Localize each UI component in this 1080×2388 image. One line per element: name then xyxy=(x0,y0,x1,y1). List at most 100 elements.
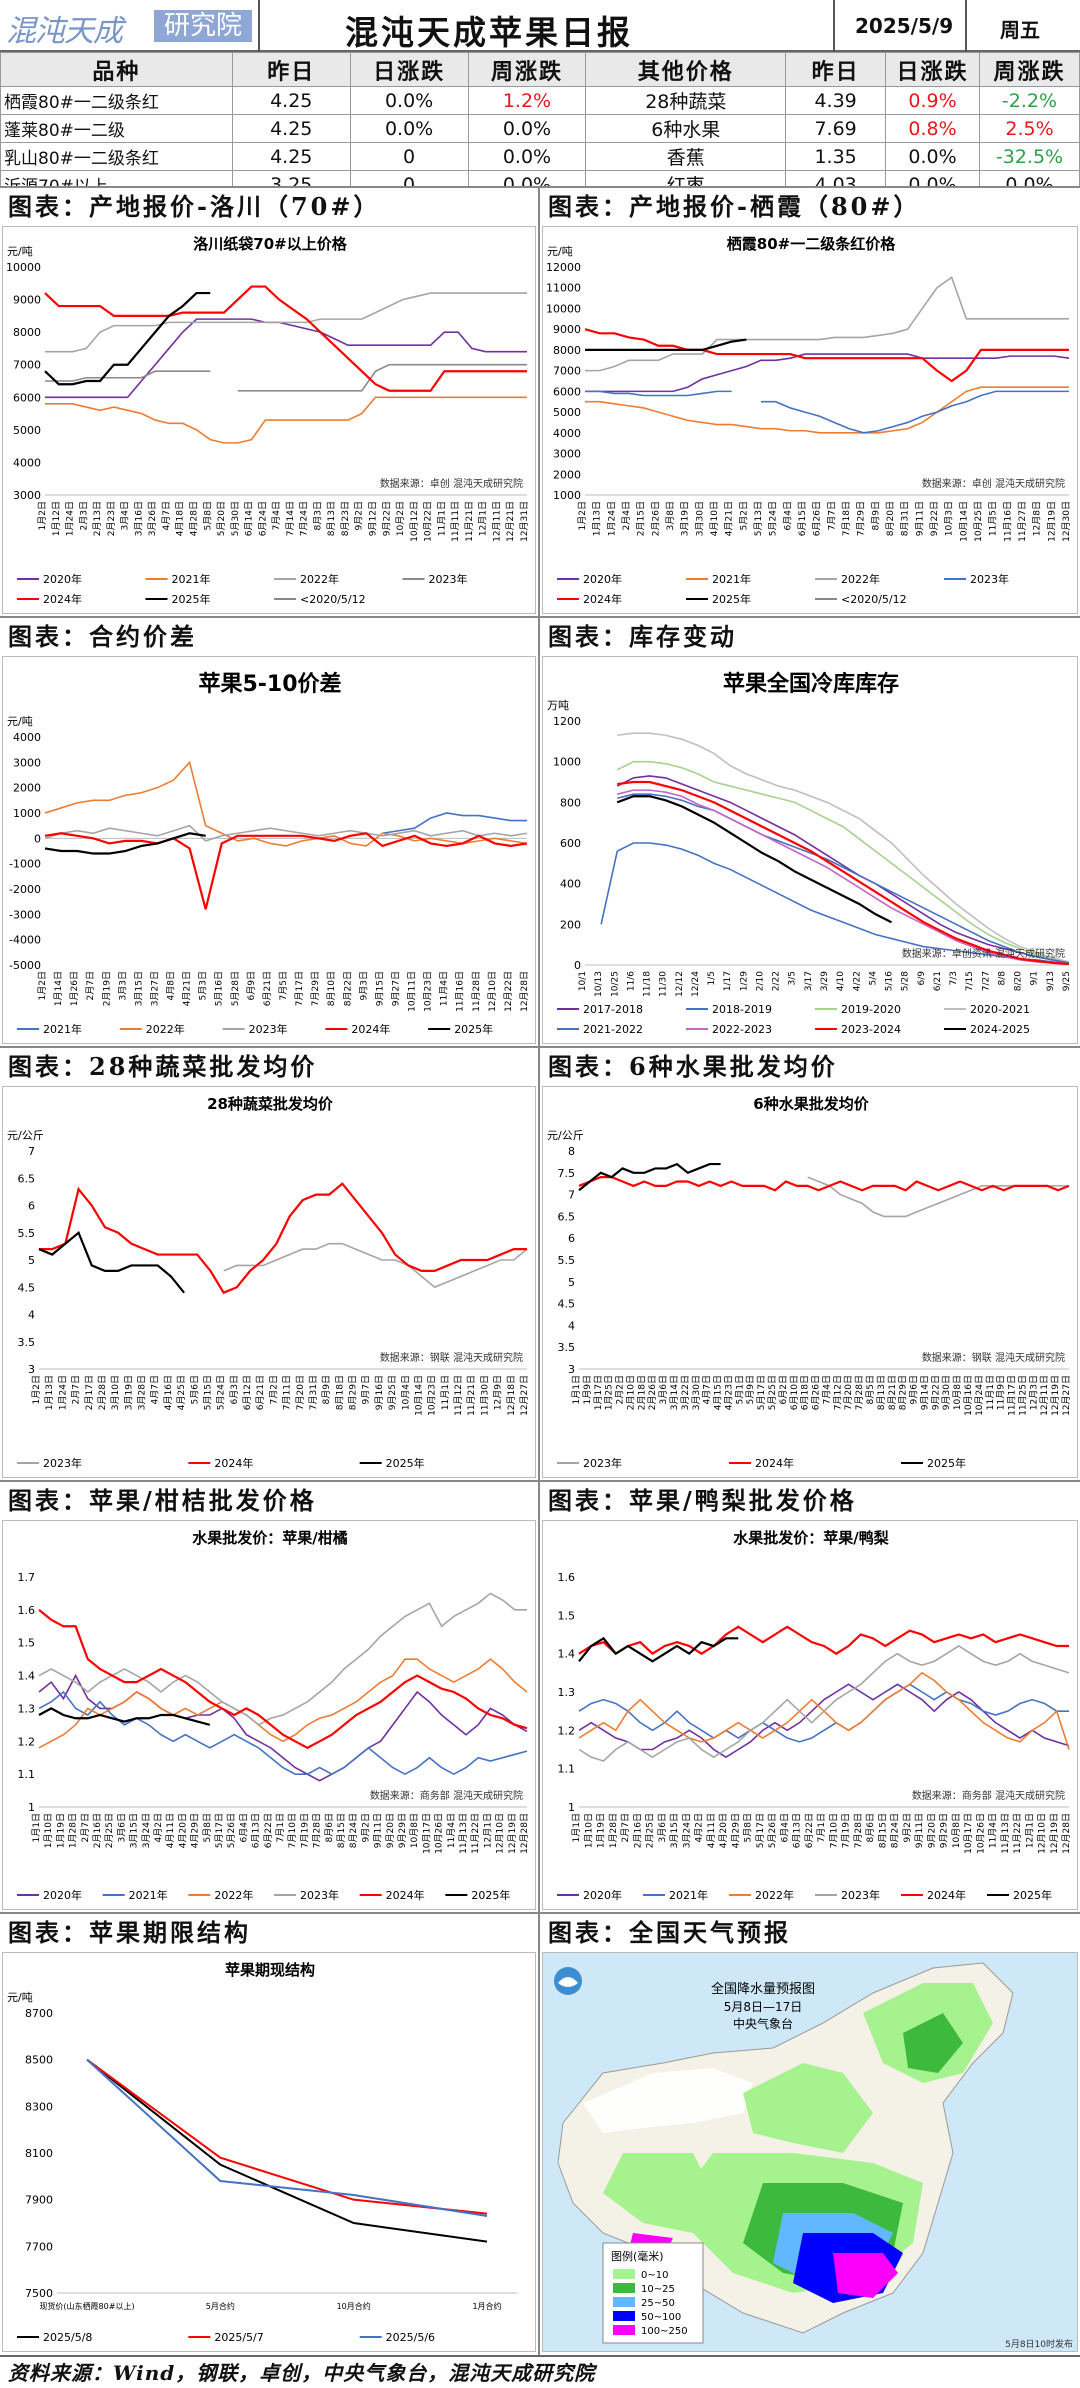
y-tick-label: 5.5 xyxy=(18,1227,36,1240)
x-tick-label: 2/22 xyxy=(772,971,782,991)
y-tick-label: 1.5 xyxy=(558,1609,576,1622)
x-tick-label: 10月23日 xyxy=(427,1375,438,1416)
x-tick-label: 8月10日 xyxy=(326,971,337,1006)
chart-source: 数据来源：卓创 混沌天成研究院 xyxy=(922,477,1065,490)
x-tick-label: 12月19日 xyxy=(1049,1813,1060,1854)
chart-storage: 苹果全国冷库库存 万吨 1200 1000 800 600 400 200 0 10/1 10/13… xyxy=(542,656,1078,1044)
y-tick-label: 4.5 xyxy=(18,1281,36,1294)
series-line xyxy=(578,1625,1069,1656)
y-tick-label: 1000 xyxy=(13,807,41,820)
series-line xyxy=(578,1683,1069,1743)
chart-source: 数据来源：卓创资讯 混沌天成研究院 xyxy=(902,947,1065,960)
x-tick-label: 5月17日 xyxy=(755,1813,766,1848)
x-tick-label: 8月3日 xyxy=(312,501,323,530)
x-tick-label: 10月14日 xyxy=(413,1375,424,1416)
weather-legend-title: 图例(毫米) xyxy=(611,2249,664,2263)
x-tick-label: 3月24日 xyxy=(681,1813,692,1848)
x-tick-label: 4月7日 xyxy=(702,1375,713,1404)
x-tick-label: 8月29日 xyxy=(898,1375,909,1410)
x-tick-label: 5月6日 xyxy=(189,1375,200,1404)
x-tick-label: 12月3日 xyxy=(1028,1375,1039,1410)
x-tick-label: 7月1日 xyxy=(275,1813,286,1842)
x-tick-label: 1月1日 xyxy=(571,1813,582,1842)
y-tick-label: 5000 xyxy=(13,424,41,437)
y-tick-label: 6000 xyxy=(13,391,41,404)
x-tick-label: 10月12日 xyxy=(409,501,420,542)
x-tick-label: 11月1日 xyxy=(436,501,447,536)
x-tick-label: 7/27 xyxy=(981,971,991,991)
x-tick-label: 10月8日 xyxy=(409,1813,420,1848)
legend-label: <2020/5/12 xyxy=(300,593,366,606)
x-tick-label: 1月19日 xyxy=(55,1813,66,1848)
x-tick-label: 6月18日 xyxy=(800,1375,811,1410)
x-tick-label: 4月2日 xyxy=(153,1813,164,1842)
y-tick-label: 6 xyxy=(28,1200,35,1213)
x-tick-label: 5月2日 xyxy=(738,501,749,530)
series-line xyxy=(44,832,206,855)
y-tick-label: 4000 xyxy=(13,731,41,744)
x-tick-label: 2月16日 xyxy=(92,1813,103,1848)
x-tick-label: 12月11日 xyxy=(491,501,502,542)
x-tick-label: 11/18 xyxy=(643,971,653,997)
x-tick-label: 9月20日 xyxy=(385,1813,396,1848)
weather-map: 全国降水量预报图 5月8日—17日 中央气象台 图例(毫米) 0~10 10~25… xyxy=(542,1952,1078,2352)
x-tick-label: 1月2日 xyxy=(577,501,588,530)
series-line xyxy=(44,285,527,392)
x-tick-label: 1月2日 xyxy=(37,501,48,530)
x-tick-label: 3月6日 xyxy=(657,1813,668,1842)
legend-label: 2021年 xyxy=(43,1022,82,1036)
x-tick-label: 7月28日 xyxy=(312,1813,323,1848)
x-tick-label: 9月22日 xyxy=(930,1375,941,1410)
x-tick-label: 4月29日 xyxy=(190,1813,201,1848)
x-tick-label: 2月7日 xyxy=(85,971,96,1000)
legend-label: 2022年 xyxy=(841,572,880,586)
y-tick-label: 4 xyxy=(568,1319,575,1332)
x-tick-label: 6月21日 xyxy=(255,1375,266,1410)
x-tick-label: 11月4日 xyxy=(446,1813,457,1848)
x-tick-label: 12月10日 xyxy=(1037,1813,1048,1854)
x-tick-label: 5月30日 xyxy=(230,501,241,536)
x-tick-label: 12月30日 xyxy=(1061,501,1072,542)
x-tick-label: 4月20日 xyxy=(177,1813,188,1848)
x-tick-label: 4月16日 xyxy=(163,1375,174,1410)
y-tick-label: 1.3 xyxy=(18,1702,36,1715)
x-tick-label: 6月15日 xyxy=(797,501,808,536)
y-tick-label: -5000 xyxy=(9,959,41,972)
price-table-header: 品种 昨日 日涨跌 周涨跌 其他价格 昨日 日涨跌 周涨跌 xyxy=(0,52,1080,87)
series-line xyxy=(38,1609,528,1750)
x-tick-label: 9月27日 xyxy=(390,971,401,1006)
x-tick-label: 2月25日 xyxy=(104,1813,115,1848)
x-tick-label: 11月22日 xyxy=(1012,1813,1023,1854)
legend-label: 2024-2025 xyxy=(970,1023,1030,1036)
x-tick-label: 2月7日 xyxy=(71,1375,82,1404)
x-tick-label: 9月14日 xyxy=(919,1375,930,1410)
x-tick-label: 5月合约 xyxy=(206,2301,235,2311)
y-tick-label: 1000 xyxy=(553,756,581,769)
legend-label: 2022-2023 xyxy=(712,1023,772,1036)
x-tick-label: 5月9日 xyxy=(745,1375,756,1404)
legend-label: 2024年 xyxy=(755,1456,794,1470)
x-tick-label: 5月17日 xyxy=(214,1813,225,1848)
x-tick-label: 10月8日 xyxy=(952,1375,963,1410)
x-tick-label: 11月1日 xyxy=(440,1375,451,1410)
x-tick-label: 9月7日 xyxy=(361,1375,372,1404)
legend-label: 2024年 xyxy=(386,1888,425,1902)
y-tick-label: 1.6 xyxy=(558,1571,576,1584)
x-tick-label: 1/29 xyxy=(739,971,749,991)
y-tick-label: 0 xyxy=(574,959,581,972)
legend-label: 2023年 xyxy=(300,1888,339,1902)
x-tick-label: 1月24日 xyxy=(606,501,617,536)
x-tick-label: 现货价(山东栖霞80#以上) xyxy=(39,2301,134,2311)
y-tick-label: 7500 xyxy=(25,2287,53,2300)
x-tick-label: 3月30日 xyxy=(691,1375,702,1410)
y-axis-label: 元/吨 xyxy=(7,245,33,258)
x-tick-label: 5月13日 xyxy=(753,501,764,536)
series-line xyxy=(86,2058,488,2243)
y-tick-label: 3.5 xyxy=(18,1336,36,1349)
x-tick-label: 11/30 xyxy=(659,971,669,997)
x-tick-label: 4月7日 xyxy=(161,501,172,530)
x-tick-label: 11月28日 xyxy=(471,971,482,1012)
